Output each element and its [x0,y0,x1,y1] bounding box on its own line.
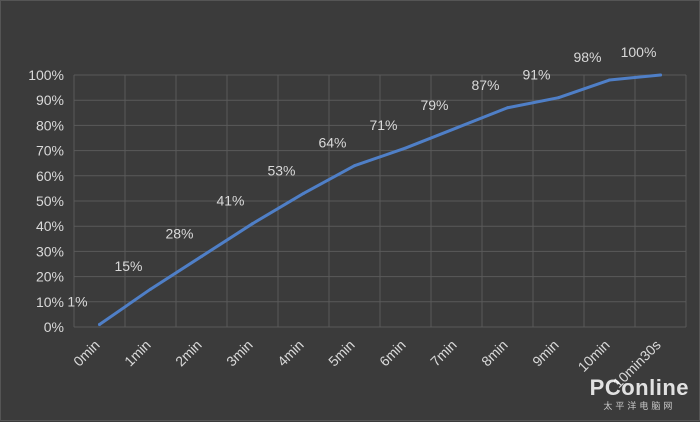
data-point [608,78,611,82]
watermark-main-text: PConline [589,375,689,400]
y-tick-label: 90% [36,92,64,108]
y-tick-label: 20% [36,269,64,285]
data-label: 91% [522,67,550,83]
data-point [659,73,662,77]
data-label: 98% [573,49,601,65]
data-point [302,191,305,195]
x-tick-label: 7min [427,337,460,370]
y-tick-label: 50% [36,193,64,209]
x-tick-label: 1min [121,337,154,370]
x-tick-label: 0min [70,337,103,370]
x-tick-label: 2min [172,337,205,370]
y-tick-label: 80% [36,117,64,133]
data-point [353,164,356,168]
data-point [557,96,560,100]
series-line [98,73,662,326]
data-label: 1% [67,293,87,309]
watermark-sub-text: 太平洋电脑网 [603,402,676,412]
data-point [251,222,254,226]
y-tick-label: 40% [36,218,64,234]
pconline-watermark: PConline 太平洋电脑网 [590,375,689,412]
data-label: 53% [267,162,295,178]
data-label: 28% [165,225,193,241]
data-label: 87% [471,77,499,93]
data-point [506,106,509,110]
data-label: 100% [621,44,657,60]
data-point [98,322,101,326]
y-tick-label: 100% [28,67,64,83]
x-tick-label: 4min [274,337,307,370]
y-tick-label: 70% [36,143,64,159]
x-tick-label: 9min [529,337,562,370]
data-point [200,254,203,258]
data-label: 64% [318,135,346,151]
data-label: 79% [420,97,448,113]
data-label: 15% [114,258,142,274]
x-tick-label: 3min [223,337,256,370]
data-point [455,126,458,130]
data-point [404,146,407,150]
data-point [149,287,152,291]
y-tick-label: 60% [36,168,64,184]
x-tick-label: 8min [478,337,511,370]
y-tick-label: 10% [36,294,64,310]
x-tick-label: 5min [325,337,358,370]
x-tick-label: 6min [376,337,409,370]
y-tick-label: 0% [44,319,64,335]
y-tick-label: 30% [36,243,64,259]
data-label: 71% [369,117,397,133]
data-label: 41% [216,193,244,209]
x-tick-label: 10min [575,337,613,375]
